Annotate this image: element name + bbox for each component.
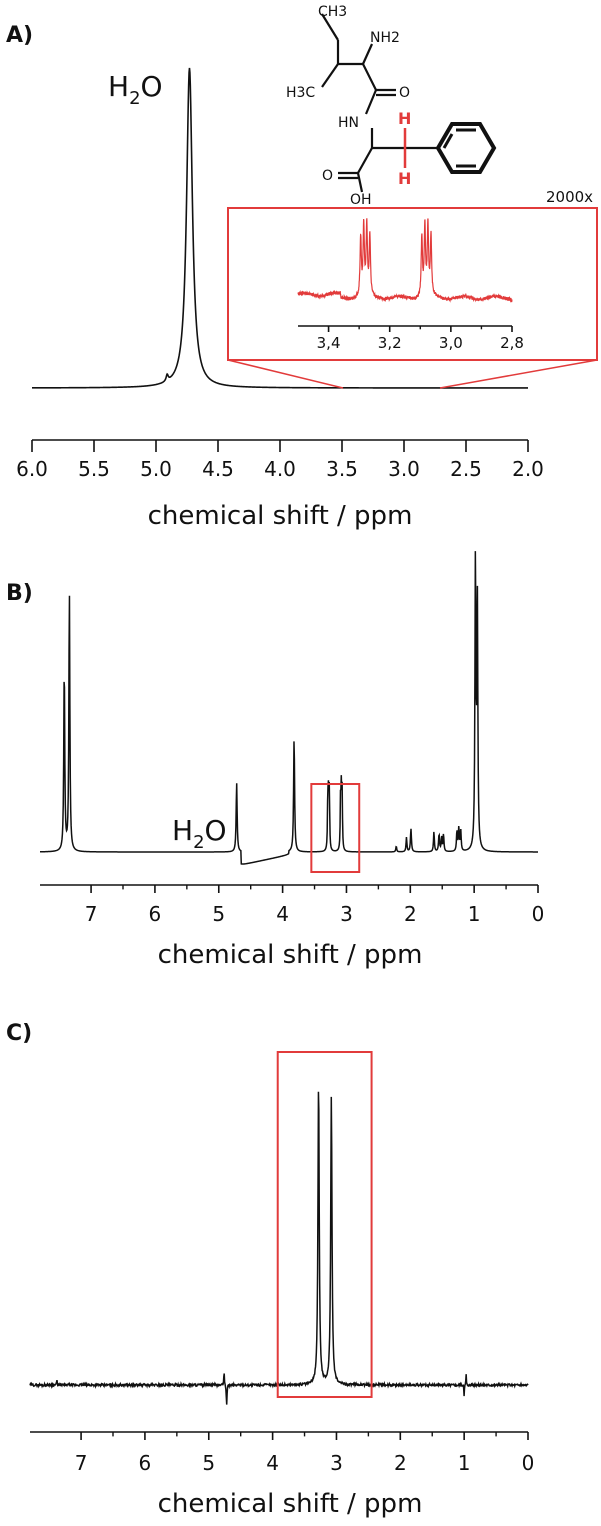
x-axis-b: 7 6 5 4 3 2 1 0: [40, 884, 545, 926]
highlight-box-b: [310, 783, 361, 873]
inset-tick-label: 3,2: [378, 334, 402, 352]
label-h-bottom: H: [398, 169, 411, 188]
panel-a: A) H2O 2000x 3,4 3,2 3,0 2,8 6.0 5.5 5.0 4.5 4.…: [6, 4, 598, 531]
inset-tick-label: 2,8: [500, 334, 524, 352]
inset-axis: 3,4 3,2 3,0 2,8: [298, 325, 524, 352]
panel-b: B) H2O 7 6 5 4 3 2 1 0 chemical shift / ppm: [6, 551, 544, 970]
a-tick-label: 2.0: [512, 457, 544, 481]
label-nh2: NH2: [370, 30, 400, 46]
b-tick-label: 6: [149, 902, 162, 926]
panel-label-c: C): [6, 1021, 32, 1046]
c-tick-label: 1: [458, 1451, 471, 1475]
b-tick-label: 0: [532, 902, 545, 926]
zoom-line-left: [227, 359, 344, 389]
inset-magnification: 2000x: [546, 188, 593, 206]
label-ch3: CH3: [318, 4, 347, 20]
label-o-amide: O: [399, 85, 410, 101]
label-h-top: H: [398, 109, 411, 128]
zoom-line-right: [439, 359, 598, 389]
inset: 2000x 3,4 3,2 3,0 2,8: [227, 188, 598, 361]
c-tick-label: 0: [522, 1451, 535, 1475]
h2o-annotation-a: H2O: [108, 70, 163, 109]
inset-trace: [297, 218, 513, 304]
highlight-box-c: [276, 1051, 373, 1398]
label-oh: OH: [350, 192, 372, 208]
molecule-labels: CH3 NH2 H3C O HN H H O OH: [286, 4, 411, 208]
label-hn: HN: [338, 115, 359, 131]
c-tick-label: 4: [266, 1451, 279, 1475]
spectrum-trace-b: [40, 551, 538, 865]
x-axis-label-a: chemical shift / ppm: [148, 501, 413, 531]
a-tick-label: 6.0: [16, 457, 48, 481]
a-tick-label: 4.0: [264, 457, 296, 481]
x-axis-a: 6.0 5.5 5.0 4.5 4.0 3.5 3.0 2.5 2.0: [16, 439, 544, 481]
inset-frame: [227, 207, 598, 361]
b-tick-label: 7: [85, 902, 98, 926]
b-tick-label: 3: [340, 902, 353, 926]
b-tick-label: 5: [212, 902, 225, 926]
spectrum-trace-c: [29, 1091, 529, 1405]
c-tick-label: 7: [75, 1451, 88, 1475]
c-tick-label: 3: [330, 1451, 343, 1475]
x-axis-c: 7 6 5 4 3 2 1 0: [30, 1431, 535, 1475]
a-tick-label: 3.5: [326, 457, 358, 481]
label-o-acid: O: [322, 168, 333, 184]
molecule-structure: [321, 13, 497, 193]
b-tick-label: 4: [276, 902, 289, 926]
a-tick-label: 3.0: [388, 457, 420, 481]
c-tick-label: 6: [139, 1451, 152, 1475]
a-tick-label: 5.0: [140, 457, 172, 481]
c-tick-label: 2: [394, 1451, 407, 1475]
b-tick-label: 2: [404, 902, 417, 926]
spectrum-trace-a: [32, 67, 528, 389]
x-axis-label-c: chemical shift / ppm: [158, 1489, 423, 1519]
x-axis-label-b: chemical shift / ppm: [158, 940, 423, 970]
c-tick-label: 5: [202, 1451, 215, 1475]
a-tick-label: 2.5: [450, 457, 482, 481]
panel-label-a: A): [6, 23, 33, 48]
h2o-annotation-b: H2O: [172, 814, 227, 853]
panel-c: C) 7 6 5 4 3 2 1 0 chemical shift / ppm: [6, 1021, 534, 1519]
label-h3c: H3C: [286, 85, 315, 101]
inset-tick-label: 3,0: [439, 334, 463, 352]
a-tick-label: 4.5: [202, 457, 234, 481]
b-tick-label: 1: [468, 902, 481, 926]
a-tick-label: 5.5: [78, 457, 110, 481]
inset-tick-label: 3,4: [317, 334, 341, 352]
panel-label-b: B): [6, 581, 33, 606]
